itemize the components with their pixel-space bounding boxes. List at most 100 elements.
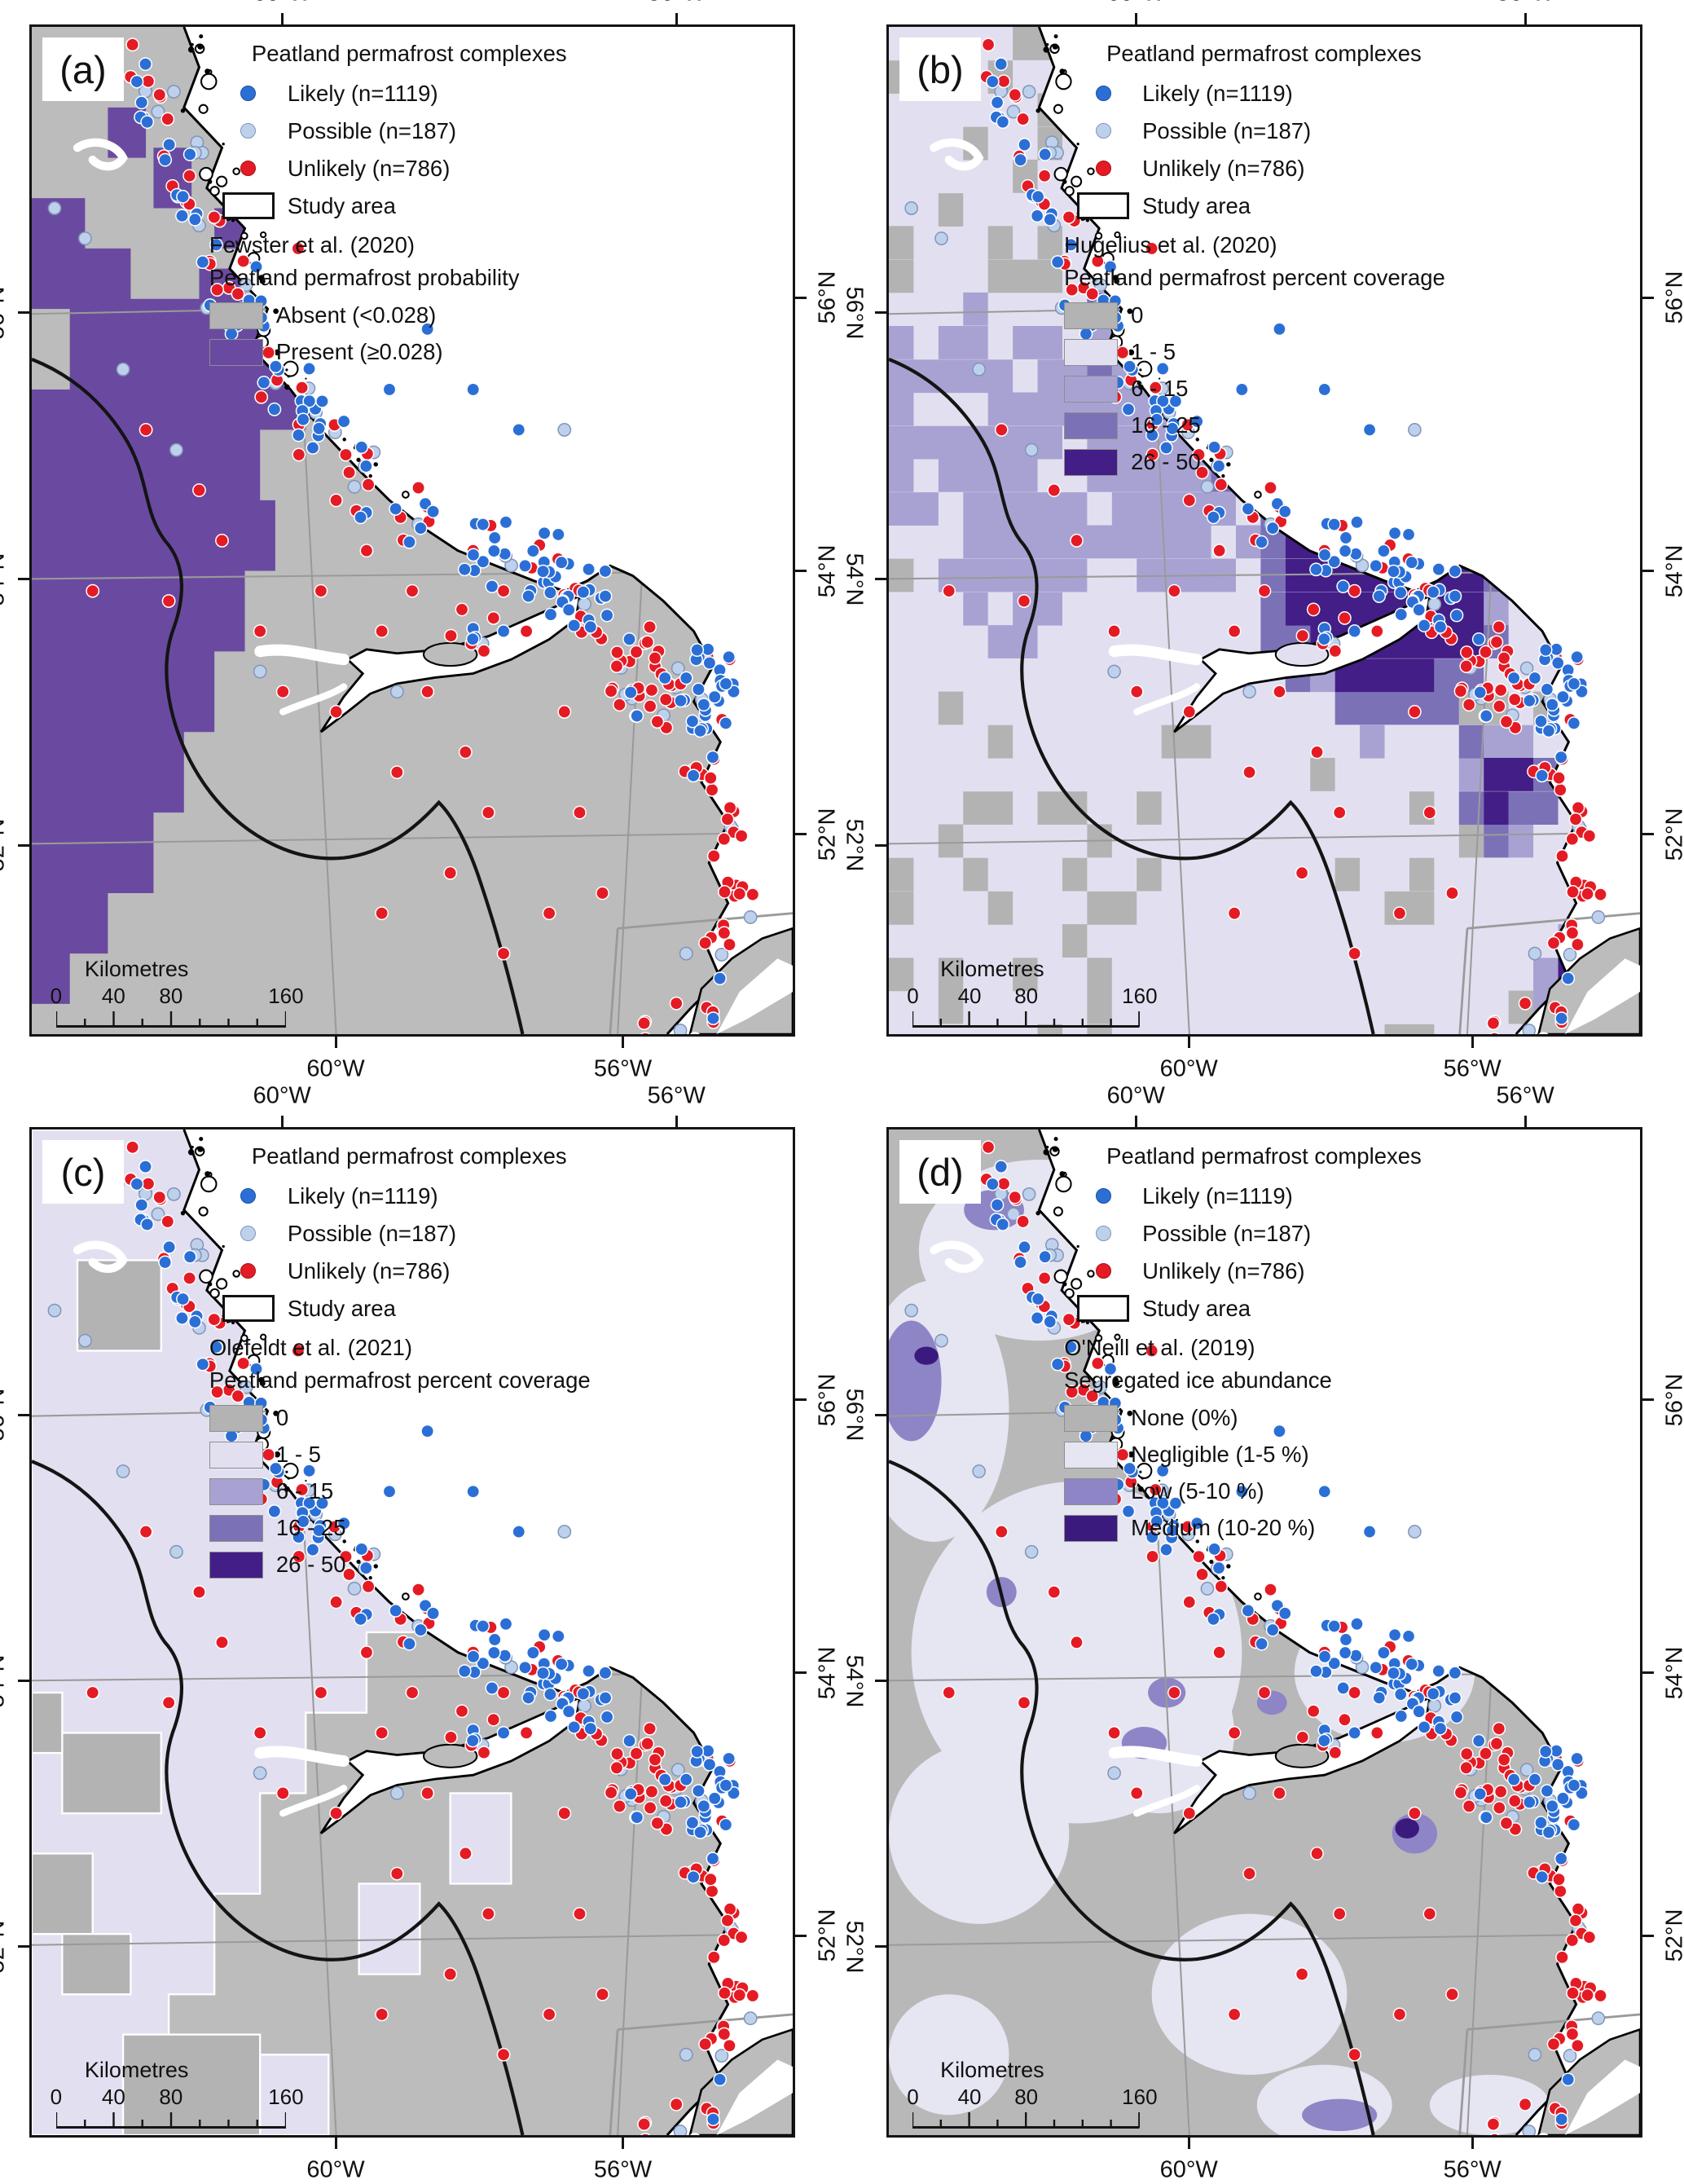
points-legend-title: Peatland permafrost complexes	[1106, 1143, 1422, 1169]
points-legend-title: Peatland permafrost complexes	[252, 1143, 591, 1169]
scalebar-number: 160	[1122, 2085, 1157, 2110]
scalebar-comb-icon	[912, 2111, 1139, 2129]
class-swatch-icon	[1064, 1442, 1118, 1468]
lon-label-top: 60°W	[1107, 0, 1165, 7]
class-label: 26 - 50	[276, 1552, 346, 1578]
class-swatch-icon	[209, 1515, 263, 1542]
legend-dot-cell	[1064, 1263, 1142, 1279]
lat-label-left: 52°N	[0, 1920, 11, 1973]
lon-tick-top	[281, 1116, 284, 1127]
legend-item-unlikely: Unlikely (n=786)	[1064, 149, 1445, 187]
legend-item-possible: Possible (n=187)	[209, 112, 567, 149]
lon-label-top: 56°W	[1497, 1083, 1554, 1110]
class-swatch-icon	[1064, 412, 1118, 439]
dataset-citation: Fewster et al. (2020)	[209, 232, 567, 258]
legend-item-study-area: Study area	[209, 187, 567, 224]
scalebar-number: 80	[1014, 984, 1038, 1009]
dataset-legend-title: Peatland permafrost percent coverage	[209, 1367, 591, 1394]
lon-label-top: 56°W	[1497, 0, 1554, 7]
study-area-swatch-icon	[222, 1295, 275, 1322]
legend-item-likely: Likely (n=1119)	[1064, 74, 1445, 112]
lat-label-right: 52°N	[1662, 808, 1684, 861]
lat-label-left: 56°N	[0, 287, 11, 340]
lon-tick-top	[675, 13, 678, 24]
scalebar-number: 80	[159, 984, 182, 1009]
class-swatch-icon	[209, 1552, 263, 1579]
scalebar-number: 80	[159, 2085, 182, 2110]
class-label: 1 - 5	[276, 1442, 321, 1468]
lat-tick-left	[875, 578, 886, 580]
study-area-label: Study area	[288, 193, 396, 219]
possible-dot-icon	[1096, 1226, 1111, 1241]
class-swatch-icon	[1064, 376, 1118, 403]
class-swatch-icon	[1064, 1515, 1118, 1542]
class-row: 1 - 5	[1064, 334, 1445, 371]
lat-label-right: 52°N	[815, 1909, 842, 1962]
class-label: 0	[1131, 302, 1143, 328]
legend-item-label: Possible (n=187)	[288, 118, 456, 144]
lon-label-bottom: 56°W	[594, 1056, 652, 1083]
scalebar-number: 0	[907, 984, 918, 1009]
legend-item-study-area: Study area	[1064, 1289, 1422, 1327]
lon-label-top: 60°W	[253, 0, 311, 7]
unlikely-dot-icon	[1096, 1263, 1111, 1279]
class-label: Absent (<0.028)	[276, 302, 436, 328]
class-label: 6 - 15	[1131, 376, 1188, 402]
legend-dot-cell	[1064, 1188, 1142, 1204]
class-row: Medium (10-20 %)	[1064, 1510, 1422, 1547]
class-row: 0	[209, 1400, 591, 1437]
class-row: 6 - 15	[1064, 371, 1445, 407]
legend-dot-cell	[209, 123, 288, 139]
lat-label-left: 52°N	[841, 1920, 868, 1973]
lon-tick-bottom	[1188, 1037, 1190, 1048]
class-swatch-icon	[209, 1405, 263, 1432]
class-label: 0	[276, 1405, 288, 1431]
legend-dot-cell	[1064, 86, 1142, 101]
lat-label-right: 52°N	[815, 808, 842, 861]
lat-tick-right	[795, 1935, 807, 1937]
class-row: 6 - 15	[209, 1473, 591, 1510]
points-legend-title: Peatland permafrost complexes	[252, 41, 567, 67]
legend-dot-cell	[1064, 123, 1142, 139]
legend-item-study-area: Study area	[1064, 187, 1445, 224]
class-row: 1 - 5	[209, 1437, 591, 1473]
dataset-legend-title: Peatland permafrost percent coverage	[1064, 265, 1445, 291]
class-label: Low (5-10 %)	[1131, 1478, 1264, 1504]
possible-dot-icon	[1096, 123, 1111, 139]
class-row: 16 - 25	[209, 1510, 591, 1547]
lat-label-left: 56°N	[841, 1389, 868, 1442]
class-row: Present (≥0.028)	[209, 334, 567, 371]
lat-tick-right	[795, 297, 807, 299]
class-swatch-icon	[1064, 339, 1118, 366]
class-swatch-icon	[1064, 1478, 1118, 1505]
lat-tick-right	[795, 833, 807, 835]
class-row: 26 - 50	[1064, 444, 1445, 481]
scalebar-comb-icon	[912, 1010, 1139, 1028]
dataset-citation: Hugelius et al. (2020)	[1064, 232, 1445, 258]
study-area-swatch-icon	[1077, 1295, 1129, 1322]
scalebar-number: 0	[51, 984, 62, 1009]
class-swatch-icon	[1064, 449, 1118, 476]
lon-label-bottom: 60°W	[1160, 1056, 1218, 1083]
study-area-swatch-cell	[1064, 192, 1142, 219]
lon-tick-top	[1135, 1116, 1137, 1127]
dataset-legend-title: Segregated ice abundance	[1064, 1367, 1422, 1394]
legend-item-unlikely: Unlikely (n=786)	[209, 1252, 591, 1289]
lon-label-bottom: 56°W	[1444, 2157, 1502, 2184]
class-swatch-icon	[209, 339, 263, 366]
lat-tick-left	[18, 1680, 29, 1682]
likely-dot-icon	[240, 86, 256, 101]
lat-tick-right	[1642, 570, 1654, 572]
lat-label-right: 54°N	[815, 544, 842, 597]
lat-tick-right	[795, 570, 807, 572]
class-label: None (0%)	[1131, 1405, 1238, 1431]
legend-item-label: Unlikely (n=786)	[1142, 1258, 1304, 1284]
